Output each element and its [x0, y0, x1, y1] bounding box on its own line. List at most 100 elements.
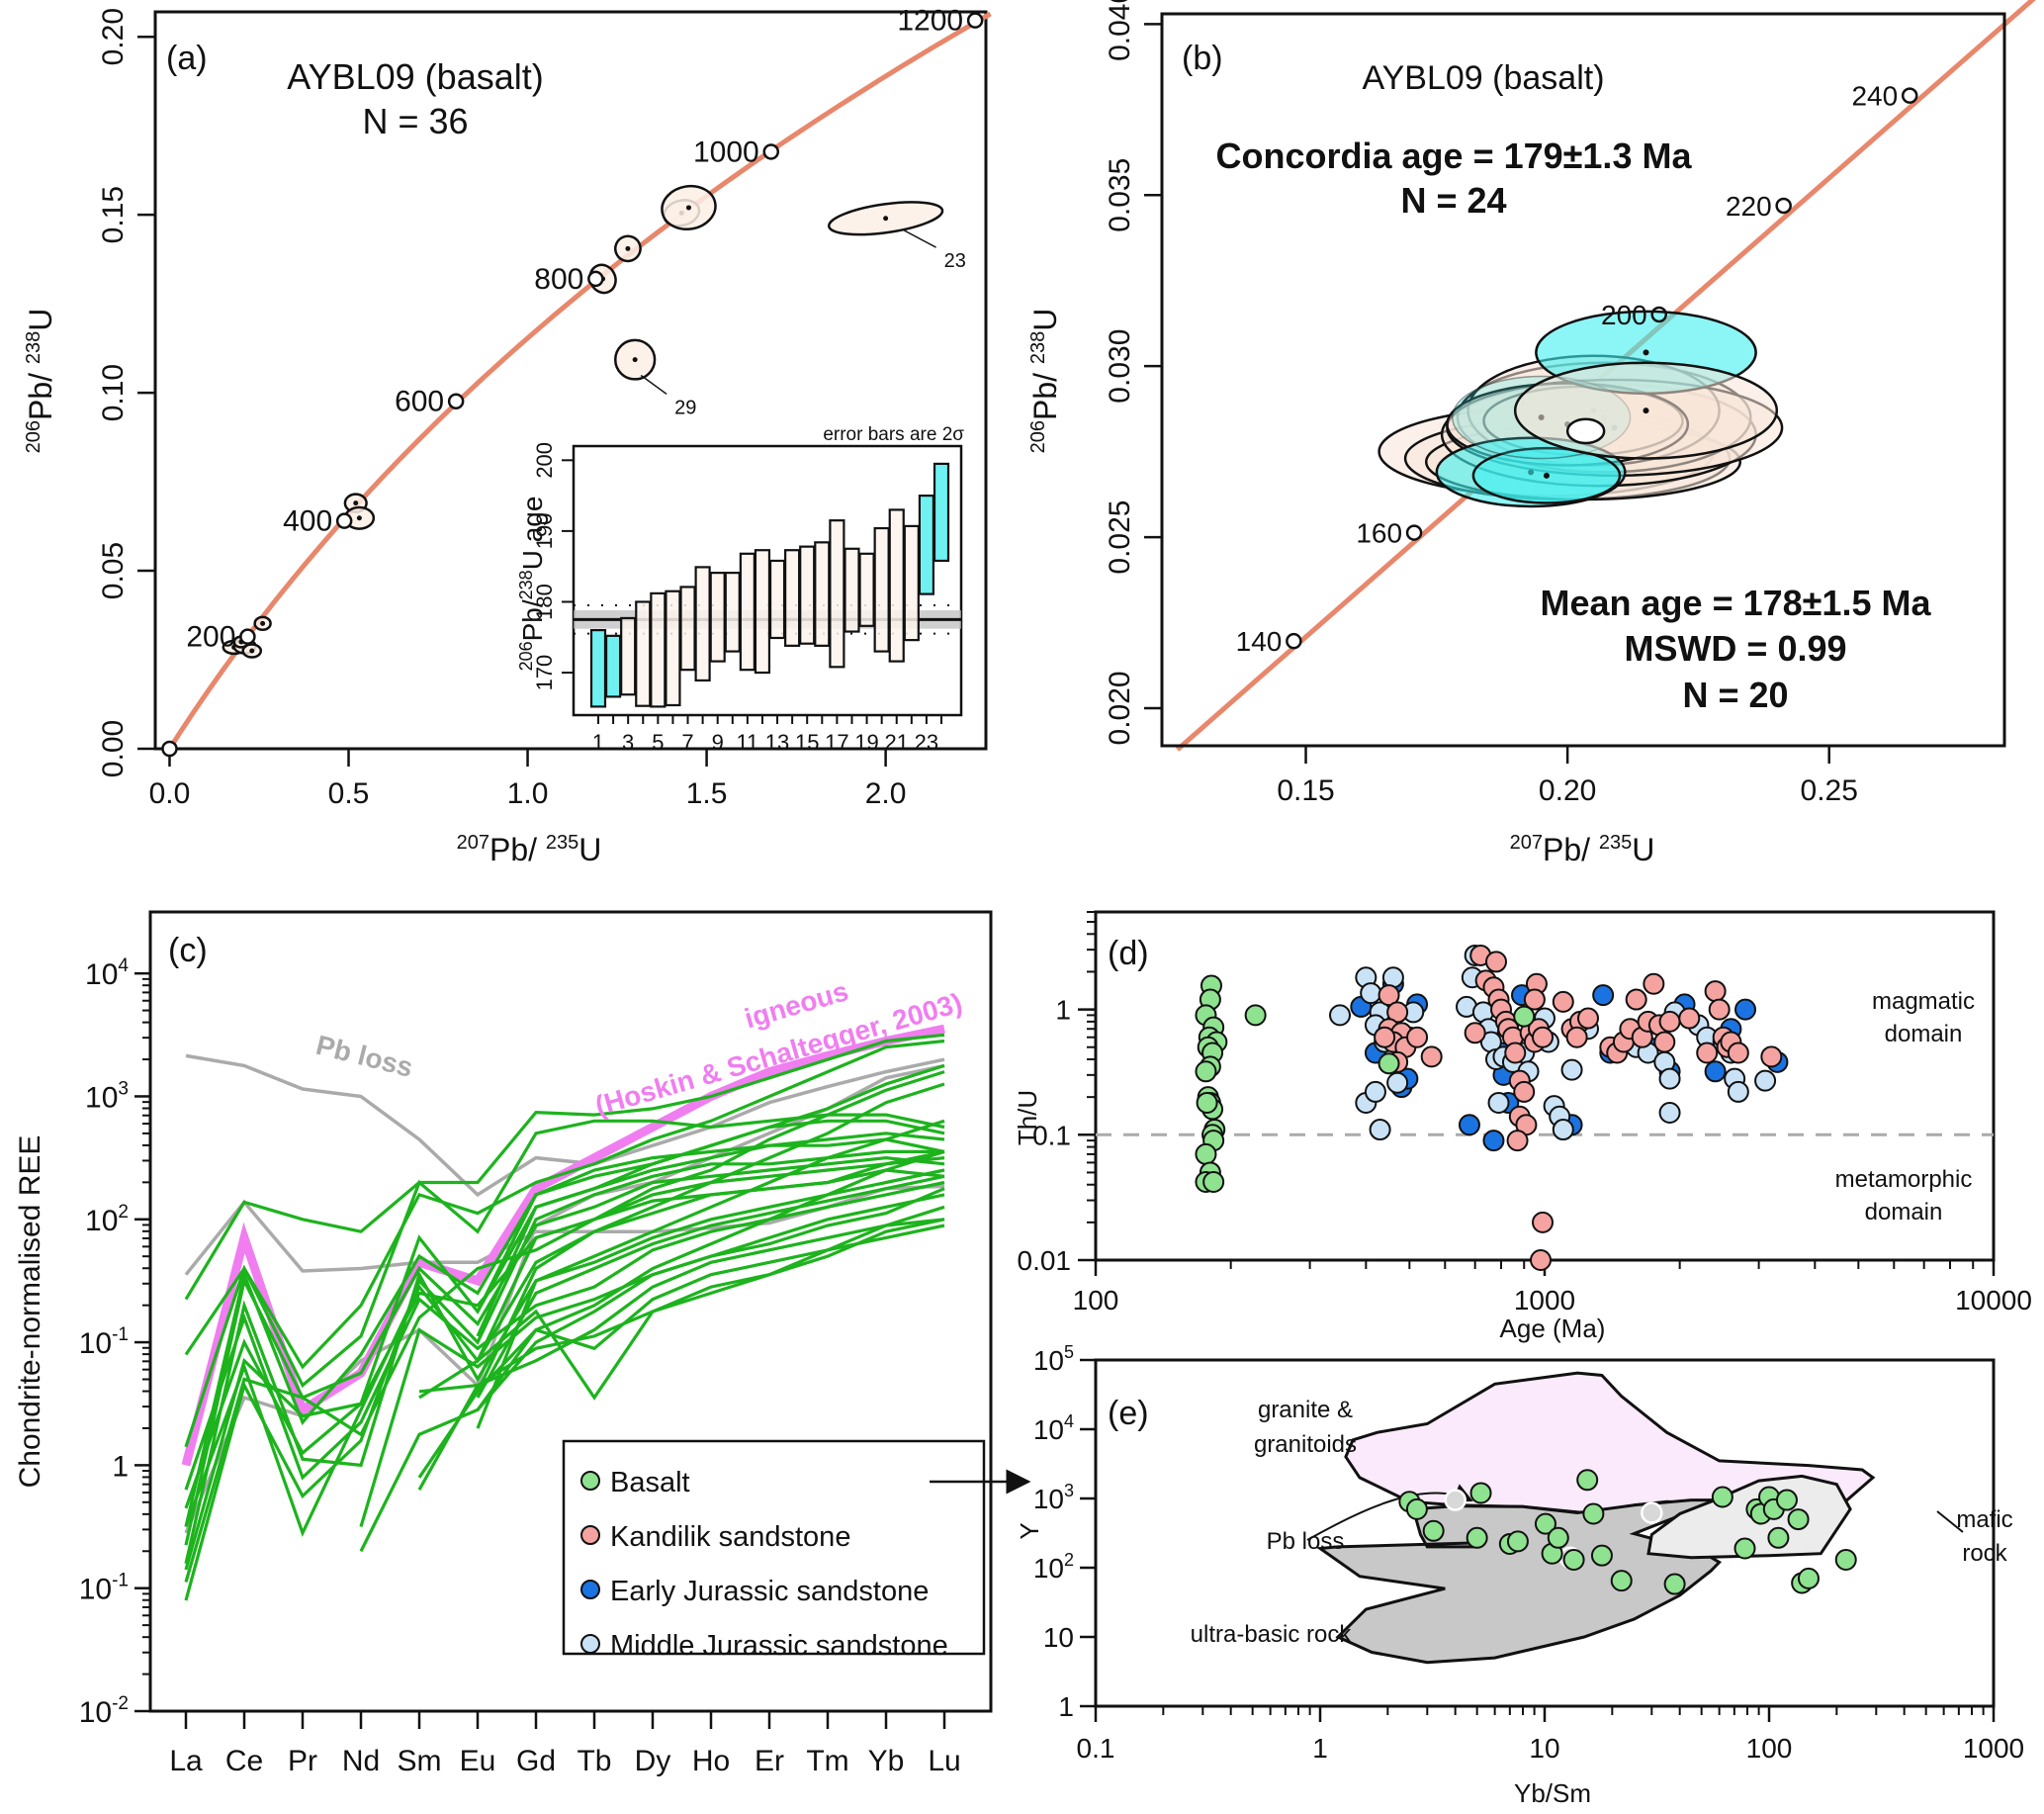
data-point: [1658, 1010, 1681, 1033]
panel-b-concordia-zoom: 0.020 0.025 0.030 0.035 0.040 0.15 0.20 0.25 1…: [1027, 0, 2036, 867]
granite-label-line1: granite &: [1258, 1397, 1353, 1423]
basalt-ree-line: [184, 1168, 945, 1537]
data-point: [1487, 1091, 1510, 1114]
legend: Basalt Kandilik sandstone Early Jurassic s…: [562, 1439, 986, 1662]
age-bar: [635, 600, 652, 707]
y-tick-label: 0.025: [1104, 500, 1136, 575]
ellipse-center: [1543, 472, 1550, 479]
panel-c-label: (c): [168, 932, 208, 969]
age-marker: [1775, 197, 1792, 215]
age-bar: [933, 462, 950, 563]
panel-b-label: (b): [1182, 40, 1223, 77]
basalt-ree-line: [184, 1033, 945, 1301]
data-point: [1733, 1537, 1756, 1560]
data-point: [1590, 1544, 1613, 1567]
ellipse-center: [685, 205, 691, 211]
data-point: [1834, 1549, 1857, 1572]
panel-a-label: (a): [166, 40, 208, 77]
inset-note: error bars are 2σ: [823, 424, 964, 445]
ellipse-center: [249, 648, 255, 654]
ellipse-label: 23: [944, 250, 966, 272]
y-tick-label: 0.020: [1104, 671, 1136, 745]
y-tick-label: 0.00: [97, 720, 130, 777]
basalt-ree-line: [476, 1137, 945, 1313]
data-point: [1708, 998, 1731, 1021]
age-bar: [694, 566, 711, 682]
panel-c-y-axis-label: Chondrite-normalised REE: [14, 1135, 46, 1489]
y-tick-label: 10-1: [79, 1571, 129, 1606]
error-ellipse: [1565, 417, 1606, 445]
data-point: [1422, 1519, 1445, 1542]
basalt-ree-line: [476, 1174, 945, 1399]
basalt-ree-line: [417, 1205, 945, 1479]
metamorphic-label-line2: domain: [1865, 1199, 1943, 1225]
concordia-age-text: Concordia age = 179±1.3 Ma: [1216, 136, 1693, 176]
age-bar: [650, 591, 667, 708]
x-tick-label: Dy: [635, 1745, 671, 1777]
age-marker: [1286, 632, 1302, 650]
mswd-text: MSWD = 0.99: [1624, 628, 1846, 669]
y-tick-label: 10-2: [79, 1693, 129, 1729]
age-marker: [1650, 306, 1667, 323]
data-point: [1663, 1573, 1686, 1595]
age-bar: [754, 549, 771, 675]
age-bar: [604, 634, 622, 698]
y-tick-label: 1: [1055, 995, 1071, 1026]
data-point: [1504, 1042, 1527, 1064]
data-point: [1506, 1130, 1529, 1152]
data-point: [1562, 1549, 1585, 1572]
x-tick-label: 0.25: [1801, 774, 1858, 807]
basalt-ree-line: [184, 1155, 945, 1546]
data-point: [1244, 1004, 1267, 1027]
x-tick-label: 0.1: [1077, 1733, 1115, 1764]
y-tick-label: 102: [85, 1202, 129, 1237]
age-bar: [589, 629, 607, 708]
basalt-ree-line: [476, 1070, 945, 1362]
age-label: 400: [283, 505, 332, 538]
y-tick-label: 0.040: [1104, 0, 1136, 61]
data-point: [1552, 1119, 1574, 1141]
inset-y-axis-label: 206Pb/238U age: [516, 497, 548, 672]
age-bar: [768, 559, 786, 640]
data-point: [1482, 1130, 1505, 1152]
x-tick-label: Gd: [516, 1745, 556, 1777]
age-bar: [873, 526, 890, 653]
y-tick-label: 104: [85, 955, 129, 991]
data-point: [1466, 1526, 1488, 1549]
y-tick-label: 10-1: [79, 1324, 129, 1360]
age-bar: [620, 616, 637, 696]
x-tick-label: Er: [755, 1745, 784, 1777]
inset-x-tick-label: 3: [622, 730, 634, 755]
x-tick-label: 0.15: [1277, 774, 1334, 807]
age-label: 1200: [897, 5, 963, 38]
age-label: 1000: [693, 136, 759, 168]
y-tick-label: 0.15: [97, 186, 130, 243]
basalt-ree-line: [417, 1218, 945, 1491]
data-point: [1386, 1071, 1409, 1094]
age-bar: [829, 519, 845, 669]
panel-a-frame: [153, 10, 988, 751]
inset-x-tick-label: 15: [795, 730, 819, 755]
x-tick-label: Tb: [577, 1745, 611, 1777]
ellipse-leader: [902, 228, 936, 248]
data-point: [1377, 984, 1400, 1007]
y-tick-label: 102: [1033, 1550, 1074, 1584]
legend-marker: [580, 1525, 600, 1545]
basalt-ree-line: [476, 1149, 945, 1411]
legend-label: Kandilik sandstone: [610, 1521, 850, 1553]
data-point: [1506, 1530, 1529, 1553]
data-point: [1576, 1469, 1599, 1492]
panel-c-ree-spider: 104 103 102 10-1 1 10-1 10-2 La Ce Pr Nd Sm Eu Gd Tb D…: [14, 910, 993, 1777]
data-point: [1374, 1026, 1396, 1048]
age-bar: [903, 524, 920, 642]
x-tick-label: 0.20: [1539, 774, 1596, 807]
age-marker: [762, 143, 780, 160]
x-tick-label: 0.0: [149, 777, 191, 810]
inset-y-tick-label: 180: [532, 584, 557, 620]
basalt-ree-line: [418, 1218, 945, 1394]
x-tick-label: 1000: [1963, 1733, 2024, 1764]
inset-x-tick-label: 19: [854, 730, 878, 755]
ellipse-center: [1643, 408, 1649, 414]
concordia-n-text: N = 24: [1400, 180, 1506, 221]
data-point: [1547, 1526, 1569, 1549]
